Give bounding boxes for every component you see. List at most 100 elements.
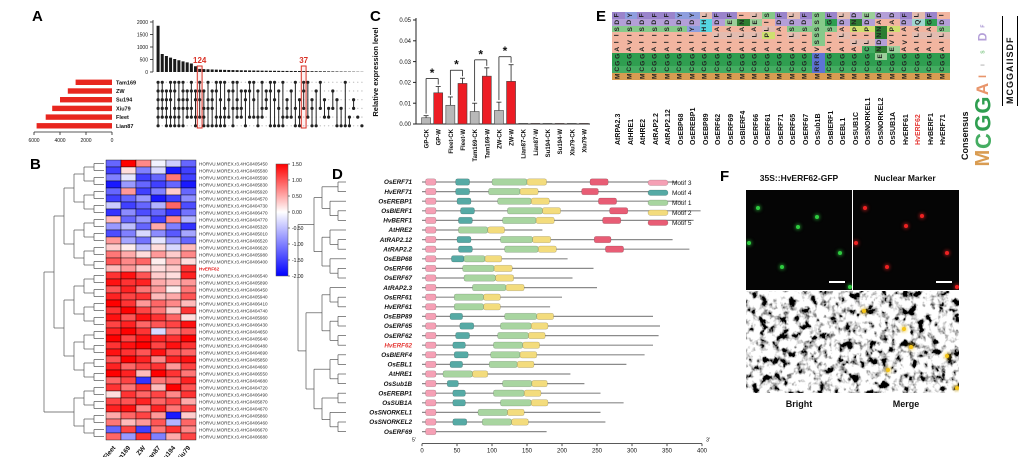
motif-box [472,284,507,292]
residue-letter: C [726,67,734,73]
heatmap-cell [120,180,137,189]
residue-cell: I [862,32,875,40]
motif-box [460,207,475,215]
residue-letter: G [688,60,696,66]
motif-box [519,351,538,359]
heatmap-cell [165,320,182,329]
residue-cell: I [724,39,737,46]
residue-letter: G [651,60,659,66]
heatmap-cell [150,292,167,301]
residue-letter: M [863,73,871,80]
heatmap-row-label: HORVU.MOREX.r3.4HG0404730 [199,203,268,208]
residue-cell: R [812,52,825,60]
matrix-dot [361,99,363,101]
residue-letter: D [888,13,896,18]
motif-box [455,188,470,196]
marker-title: Nuclear Marker [874,173,936,183]
residue-cell: A [899,45,912,53]
logo-letter: D [975,29,990,42]
residue-cell: G [887,52,900,60]
panel-microscopy: F 35S::HvERF62-GFP Nuclear Marker Br [718,166,1020,454]
residue-letter: D [838,19,846,25]
residue-letter: M [901,73,909,80]
residue-cell: M [774,73,787,80]
motif-box [502,380,533,388]
motif-box [504,312,538,320]
residue-letter: C [838,67,846,73]
heatmap-cell [150,334,167,343]
logo-letter-glyph: C [970,132,996,149]
motif-box [425,264,437,272]
residue-cell: G [724,59,737,67]
residue-cell: C [624,66,637,74]
residue-letter: G [613,60,621,66]
matrix-dot [265,116,267,118]
residue-letter: D [788,19,796,25]
residue-cell: Y [687,25,700,33]
x-tick-label: GP-CK [425,128,431,148]
matrix-dot [348,99,351,101]
consensus-text: MCGGAIISDF [1001,16,1018,106]
heatmap-cell [105,411,122,420]
alignment-column: F D S I I A G G C M AtRAP2.2 [649,12,662,145]
motif-box [507,408,525,416]
residue-cell: G [662,52,675,60]
residue-letter: S [801,26,809,32]
residue-cell: D [637,18,650,26]
alignment-name: AtRPA2.3 [614,113,622,145]
residue-cell: F [924,12,937,19]
alignment-column: F G A L I A G G C M HvBERF1 [924,12,937,145]
residue-cell: H [699,25,712,33]
panel-label-b: B [30,156,41,173]
residue-cell: D [887,12,900,19]
residue-letter: L [738,33,746,38]
matrix-dot [211,81,213,84]
matrix-dot [319,125,322,127]
residue-letter: R [813,60,821,66]
matrix-dot [302,116,305,118]
residue-cell: N [874,25,887,33]
set-axis-label: 0 [111,138,114,144]
heatmap-cell [165,425,182,434]
fluorescence-dot [780,265,785,269]
residue-cell: G [824,59,837,67]
motif-box [425,216,437,224]
tree-leaf-label: HvERF71 [384,189,412,196]
heatmap-cell [105,397,122,406]
motif-box [493,389,525,397]
residue-letter: G [788,53,796,59]
residue-cell: F [799,12,812,19]
residue-letter: L [701,13,709,18]
heatmap-cell [150,264,167,273]
matrix-dot [315,81,317,84]
intersection-bar [289,70,293,72]
residue-cell: C [649,66,662,74]
heatmap-row-label: HORVU.MOREX.r3.4HG0405010 [199,231,268,236]
residue-cell: S [812,18,825,26]
tree-leaf-label: AtHRE2 [388,227,413,234]
heatmap-cell [165,418,182,427]
matrix-dot [357,90,359,92]
tree-leaf-label: OsEBP89 [384,314,413,321]
heatmap-cell [135,292,152,301]
matrix-dot [203,81,205,84]
logo-letter-glyph: A [973,82,993,95]
set-label: Xiu79 [116,106,131,112]
residue-letter: M [663,73,671,80]
residue-letter: S [813,19,821,25]
residue-cell: I [837,39,850,46]
logo-letter-glyph: F [980,24,987,28]
heatmap-cell [135,194,152,203]
heatmap-cell [120,376,137,385]
residue-cell: M [874,73,887,80]
motif-box [598,197,617,205]
residue-letter: C [938,67,946,73]
heatmap-cell [120,292,137,301]
motif-box [602,216,622,224]
residue-cell: S [812,32,825,40]
tree-leaf-label: OsERF62 [384,333,412,340]
logo-letter-glyph: D [975,32,990,42]
motif-box [449,312,463,320]
matrix-dot [298,81,301,84]
residue-letter: G [663,53,671,59]
